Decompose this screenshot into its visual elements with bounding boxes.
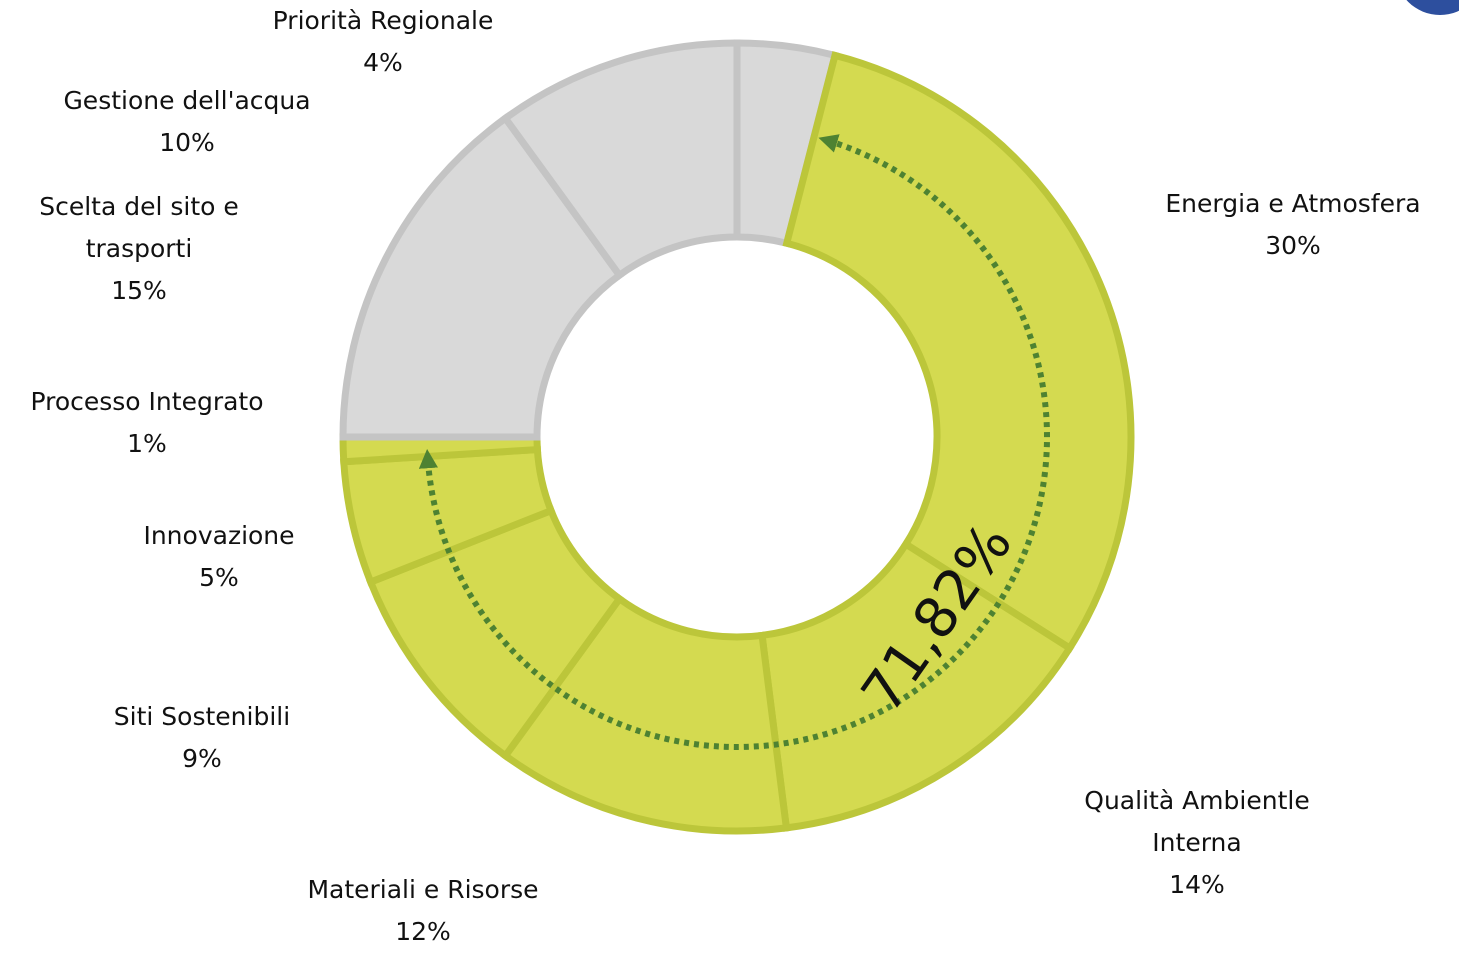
category-name: Processo Integrato [30,387,264,416]
value-label: 30% [1265,231,1321,260]
value-label: 1% [127,429,167,458]
segment-label: Gestione dell'acqua 10% [17,80,357,164]
category-name: Innovazione [143,521,295,550]
segment-label: Processo Integrato 1% [0,381,317,465]
segment-label: Scelta del sito e trasporti 15% [9,186,269,312]
segment-label: Siti Sostenibili 9% [32,696,372,780]
value-label: 5% [199,563,239,592]
value-label: 10% [159,128,215,157]
value-label: 15% [111,276,167,305]
logo-fragment [1406,0,1459,15]
segment-label: Priorità Regionale 4% [213,0,553,84]
donut-segment [500,593,791,835]
category-name: Materiali e Risorse [307,875,539,904]
segment-label: Energia e Atmosfera 30% [1123,183,1459,267]
value-label: 14% [1169,870,1225,899]
category-name: Scelta del sito e trasporti [39,192,239,263]
category-name: Priorità Regionale [272,6,494,35]
segment-label: Qualità Ambientle Interna 14% [1067,780,1327,906]
value-label: 12% [395,917,451,946]
annotation-arrow [418,134,1050,750]
value-label: 9% [182,744,222,773]
segment-label: Materiali e Risorse 12% [253,869,593,953]
value-label: 4% [363,48,403,77]
category-name: Siti Sostenibili [113,702,291,731]
category-name: Qualità Ambientle Interna [1084,786,1310,857]
category-name: Gestione dell'acqua [63,86,311,115]
category-name: Energia e Atmosfera [1165,189,1421,218]
segment-label: Innovazione 5% [49,515,389,599]
donut-segment [782,51,1135,653]
